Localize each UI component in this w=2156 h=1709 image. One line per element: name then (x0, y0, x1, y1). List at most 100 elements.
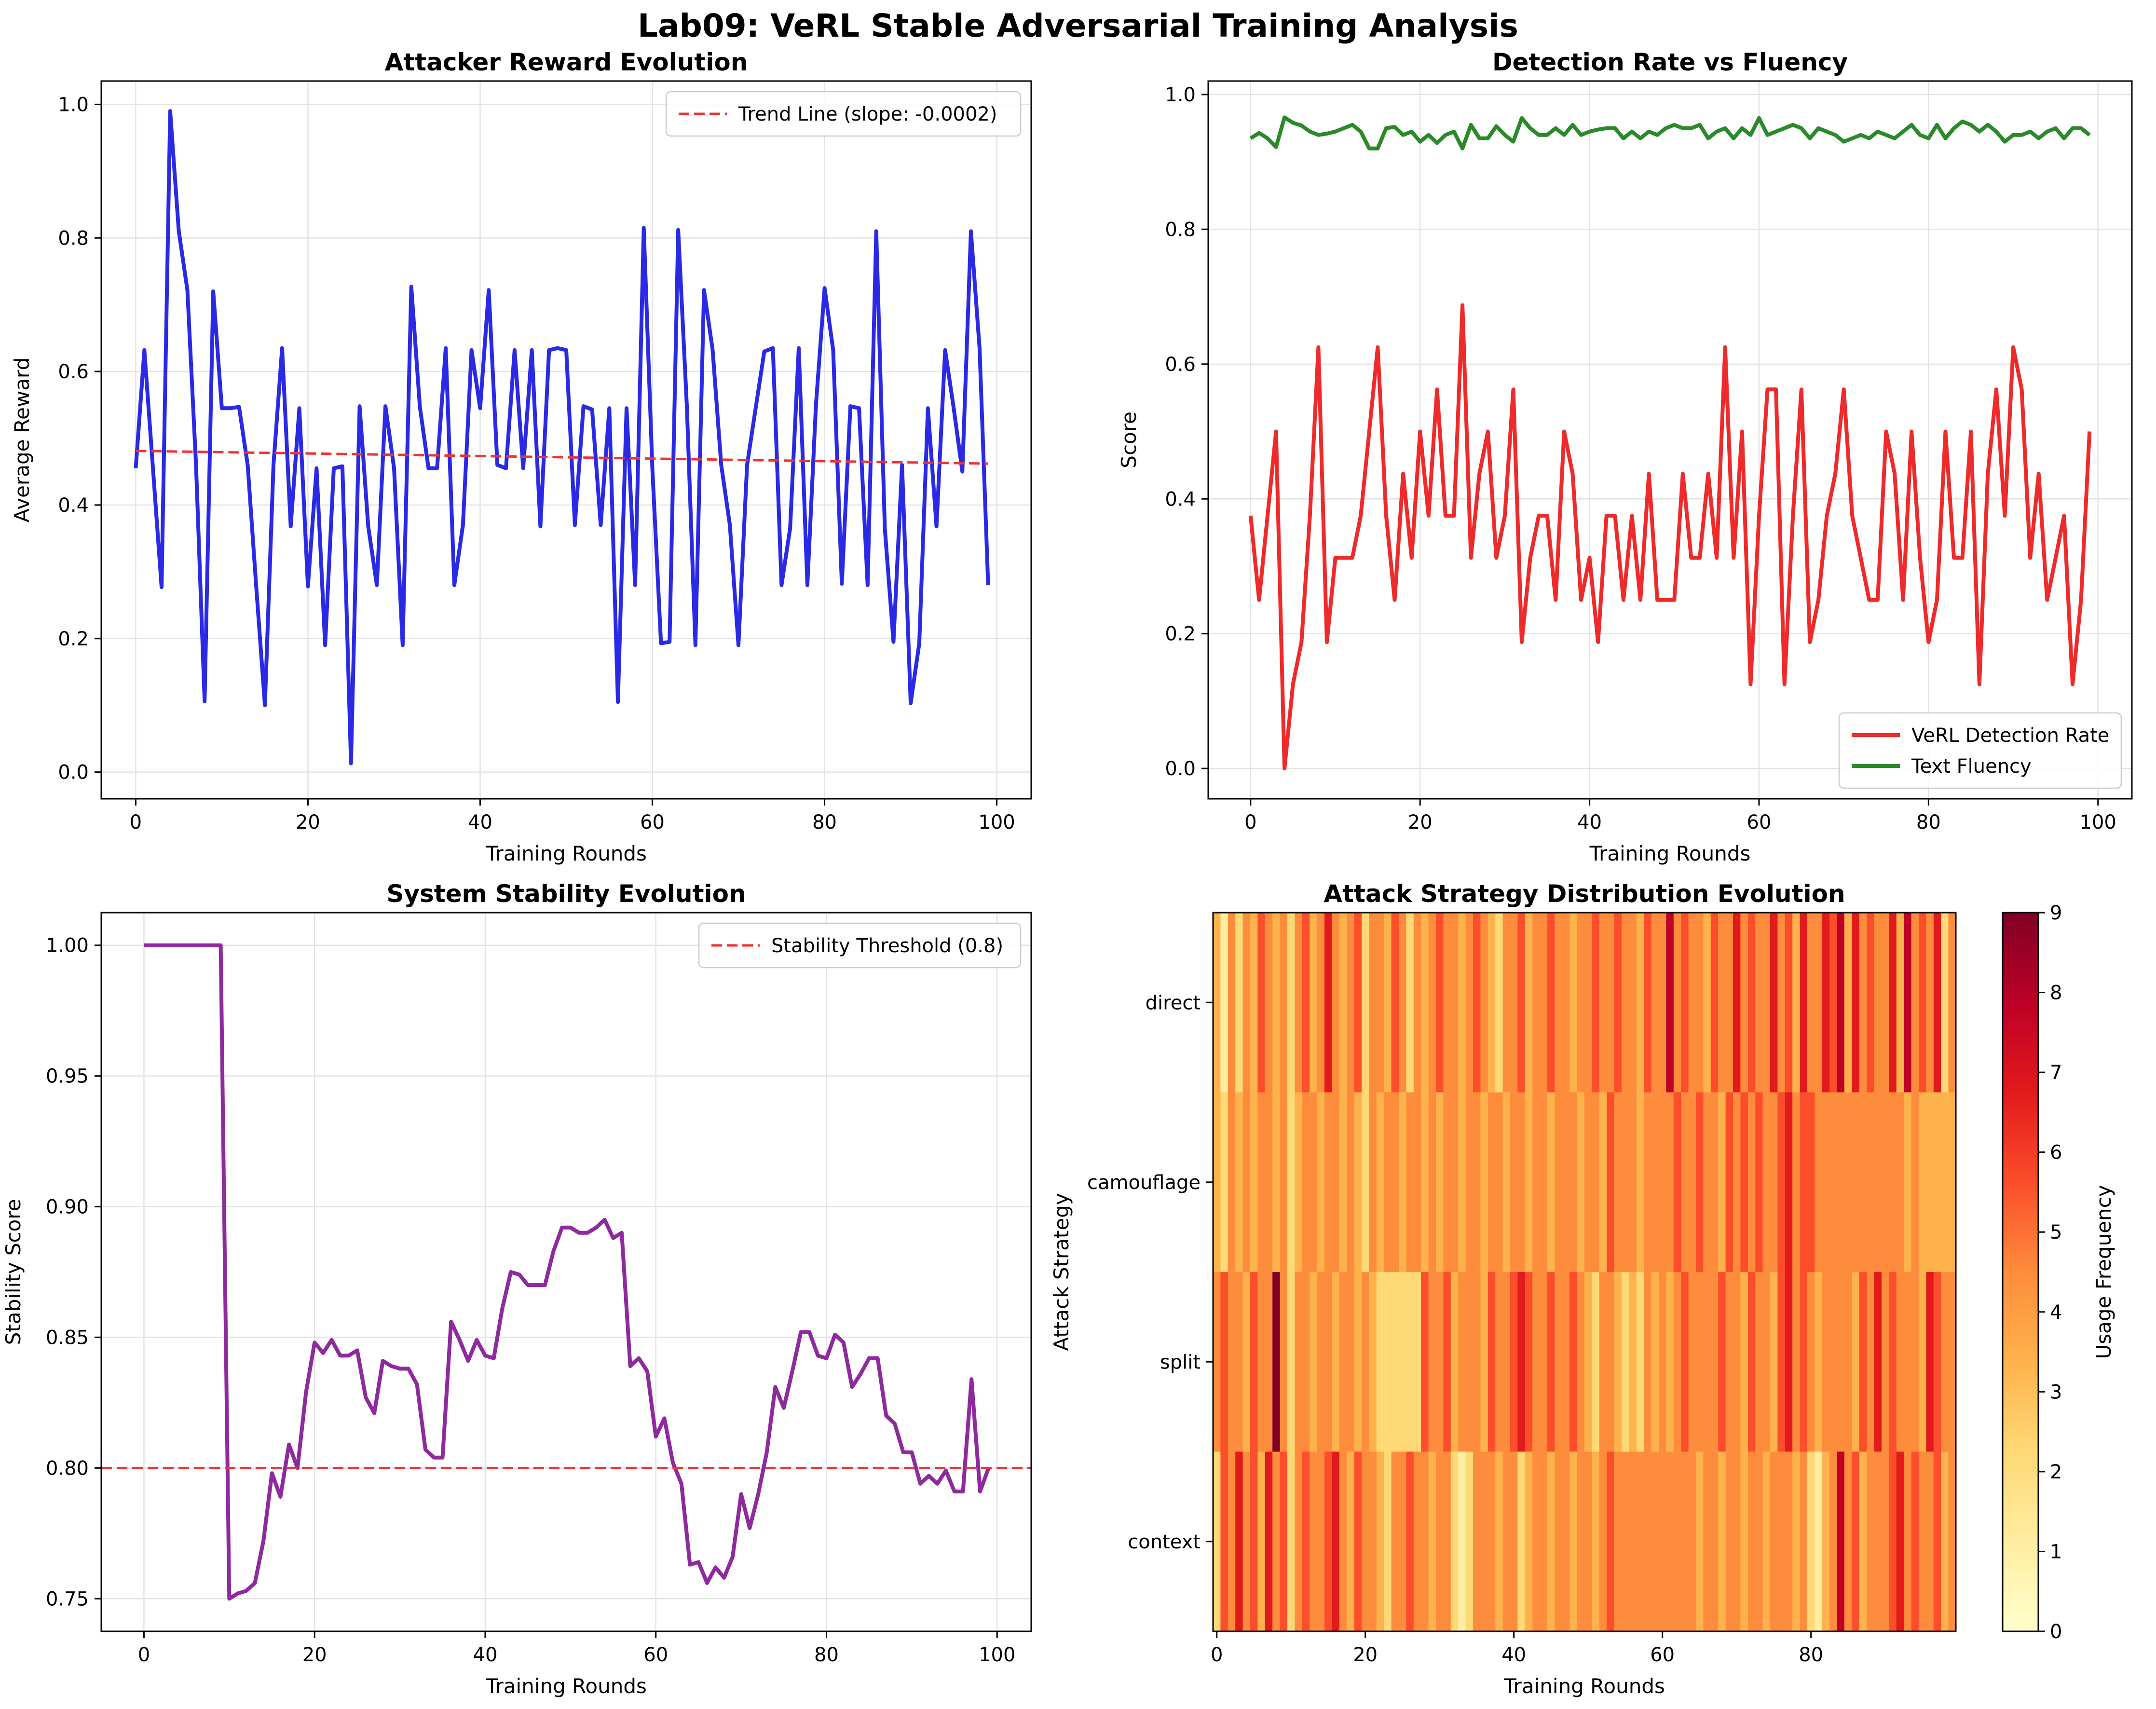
heatmap-cell (1317, 913, 1325, 1093)
heatmap-cell (1681, 1272, 1689, 1452)
figure-title: Lab09: VeRL Stable Adversarial Training … (638, 7, 1518, 44)
heatmap-cell (1547, 1092, 1556, 1272)
heatmap-cell (1948, 1451, 1956, 1632)
heatmap-cell (1666, 1451, 1674, 1632)
heatmap-cell (1762, 1451, 1771, 1632)
heatmap-cell (1458, 913, 1466, 1093)
heatmap-cell (1347, 913, 1355, 1093)
heatmap-cell (1740, 1092, 1748, 1272)
heatmap-cell (1228, 1451, 1236, 1632)
x-axis-label: Training Rounds (485, 842, 647, 865)
x-tick-label: 60 (1650, 1644, 1675, 1666)
heatmap-cell (1696, 1451, 1704, 1632)
heatmap-cell (1837, 1092, 1845, 1272)
heatmap-cell (1362, 1451, 1370, 1632)
heatmap-cell (1354, 1092, 1362, 1272)
heatmap-cell (1889, 1451, 1897, 1632)
heatmap-cell (1399, 913, 1407, 1093)
panel-attack-strategy-heatmap: 0 20 40 60 80directcamouflagesplitcontextAtt… (1050, 880, 2115, 1698)
x-tick-label: 100 (2080, 811, 2116, 834)
heatmap-cell (1785, 913, 1793, 1093)
axes-frame (100, 80, 1032, 800)
heatmap-cell (1844, 1451, 1853, 1632)
heatmap-cell (1815, 1451, 1823, 1632)
heatmap-cell (1807, 1272, 1815, 1452)
heatmap-cell (1822, 913, 1830, 1093)
heatmap-cell (1310, 913, 1318, 1093)
heatmap-cell (1867, 1272, 1875, 1452)
heatmap-cell (1822, 1272, 1830, 1452)
heatmap-cell (1710, 913, 1719, 1093)
heatmap-cell (1510, 1092, 1518, 1272)
heatmap-cell (1755, 1451, 1763, 1632)
heatmap-cell (1807, 1092, 1815, 1272)
heatmap-cell (1399, 1272, 1407, 1452)
heatmap-cell (1844, 1092, 1853, 1272)
y-tick-label: 0.85 (46, 1326, 89, 1349)
heatmap-cell (1815, 1092, 1823, 1272)
heatmap-cell (1465, 1272, 1474, 1452)
heatmap-cell (1465, 913, 1474, 1093)
heatmap-cell (1584, 1092, 1593, 1272)
heatmap-cell (1280, 1092, 1288, 1272)
heatmap-cell (1302, 1092, 1310, 1272)
heatmap-cell (1250, 1451, 1258, 1632)
heatmap-cell (1369, 1272, 1377, 1452)
heatmap-cell (1933, 1272, 1941, 1452)
heatmap-cell (1792, 913, 1801, 1093)
heatmap-cell (1948, 1272, 1956, 1452)
heatmap-cell (1250, 913, 1258, 1093)
heatmap-cell (1673, 913, 1681, 1093)
heatmap-cell (1919, 913, 1927, 1093)
heatmap-cell (1428, 1092, 1436, 1272)
heatmap-cell (1562, 1451, 1570, 1632)
heatmap-cell (1904, 1092, 1912, 1272)
heatmap-cell (1265, 913, 1273, 1093)
heatmap-cell (1272, 1092, 1281, 1272)
heatmap-cell (1710, 1451, 1719, 1632)
x-tick-label: 0 (138, 1644, 150, 1666)
heatmap-cell (1718, 1451, 1726, 1632)
heatmap-cell (1540, 913, 1548, 1093)
heatmap-cell (1525, 1451, 1533, 1632)
x-tick-label: 20 (1353, 1644, 1378, 1666)
heatmap-cell (1376, 1451, 1384, 1632)
heatmap-cell (1257, 1272, 1266, 1452)
colorbar-tick-label: 9 (2050, 902, 2062, 924)
heatmap-cell (1406, 1272, 1414, 1452)
heatmap-cell (1391, 913, 1399, 1093)
colorbar-tick-label: 7 (2050, 1062, 2062, 1084)
heatmap-cell (1421, 1092, 1429, 1272)
heatmap-cell (1651, 1451, 1659, 1632)
heatmap-cell (1555, 1272, 1563, 1452)
heatmap-cell (1725, 1272, 1733, 1452)
heatmap-cell (1882, 1272, 1890, 1452)
heatmap-cell (1844, 1272, 1853, 1452)
heatmap-cell (1428, 1272, 1436, 1452)
heatmap-cell (1280, 1451, 1288, 1632)
heatmap-cell (1718, 913, 1726, 1093)
heatmap-cell (1941, 913, 1949, 1093)
heatmap-cell (1235, 913, 1243, 1093)
heatmap-cell (1540, 1451, 1548, 1632)
heatmap-cell (1755, 913, 1763, 1093)
heatmap-cell (1673, 1451, 1681, 1632)
axes-frame (100, 912, 1032, 1632)
heatmap-cell (1287, 1092, 1296, 1272)
reward-line (134, 109, 990, 766)
heatmap-cell (1436, 1092, 1444, 1272)
heatmap-cell (1540, 1092, 1548, 1272)
heatmap-cell (1280, 913, 1288, 1093)
heatmap-cell (1852, 1451, 1860, 1632)
x-tick-label: 20 (296, 811, 320, 834)
legend: Stability Threshold (0.8) (698, 922, 1022, 969)
heatmap-cell (1354, 1272, 1362, 1452)
heatmap-cell (1458, 1092, 1466, 1272)
heatmap-cell (1406, 913, 1414, 1093)
heatmap-cell (1614, 1092, 1622, 1272)
heatmap-cell (1770, 913, 1778, 1093)
heatmap-cell (1495, 1451, 1503, 1632)
heatmap-cell (1317, 1092, 1325, 1272)
heatmap-cell (1547, 913, 1556, 1093)
heatmap-cell (1391, 1451, 1399, 1632)
